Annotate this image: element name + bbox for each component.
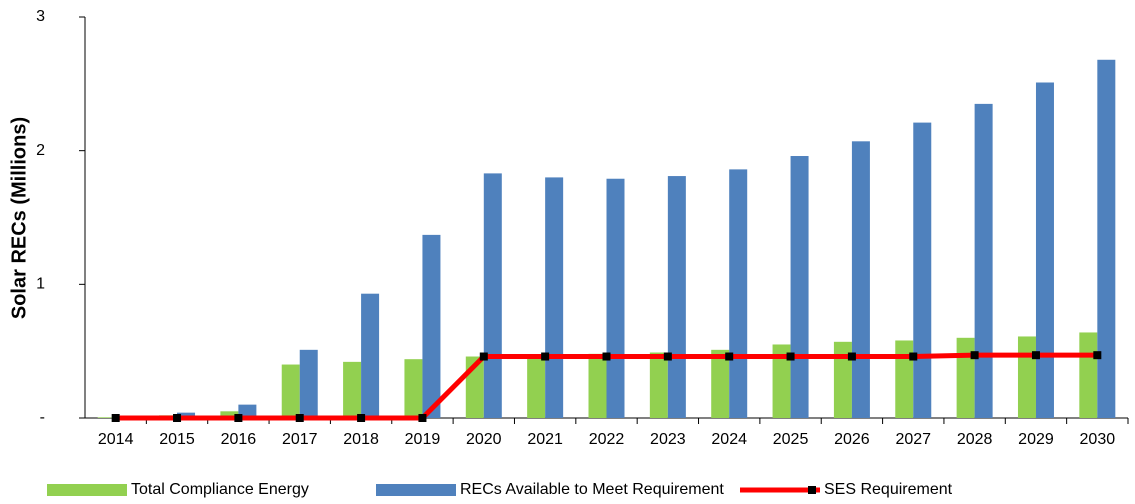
marker [111,414,120,422]
x-tick-label: 2024 [711,431,747,448]
marker [357,414,366,422]
x-tick-label: 2023 [650,431,686,448]
bar [404,359,423,418]
marker [786,352,795,361]
bar [833,341,852,418]
marker [1031,351,1040,360]
x-tick-label: 2018 [343,431,379,448]
bar [711,349,730,418]
legend-label: SES Requirement [824,481,953,498]
marker [234,414,243,422]
bar [588,353,607,418]
y-axis-title: Solar RECs (Millions) [8,117,30,319]
bar [790,156,809,418]
marker [173,414,182,422]
x-tick-label: 2021 [527,431,563,448]
legend-swatch [47,484,127,496]
x-tick-label: 2030 [1080,431,1116,448]
marker [418,414,427,422]
bar [1097,59,1116,418]
y-tick-label: 1 [36,276,45,293]
bar [238,404,257,418]
bar [361,293,380,418]
bar [343,361,362,418]
bar [772,344,791,418]
bar [422,234,441,418]
x-tick-label: 2029 [1018,431,1054,448]
x-tick-label: 2028 [957,431,993,448]
bar [851,141,870,418]
x-tick-label: 2014 [98,431,134,448]
bar [97,417,116,418]
x-tick-label: 2026 [834,431,870,448]
marker [725,352,734,361]
bar [895,340,914,418]
marker [663,352,672,361]
x-tick-label: 2015 [159,431,195,448]
marker [970,351,979,360]
bar [606,178,625,418]
bar [281,364,300,418]
legend-swatch [376,484,456,496]
y-tick-label: 2 [36,142,45,159]
bar [913,122,932,418]
y-tick-label: 3 [36,8,45,25]
marker [909,352,918,361]
bar [1017,336,1036,418]
bar [299,349,318,418]
marker [1093,351,1102,360]
bar [1079,332,1098,418]
bar [956,337,975,418]
bar [667,176,686,418]
y-tick-label: - [40,409,45,426]
bar [729,169,748,418]
bar [649,352,668,418]
marker [602,352,611,361]
legend-label: RECs Available to Meet Requirement [460,481,724,498]
bar [483,173,502,418]
x-tick-label: 2025 [773,431,809,448]
marker [479,352,488,361]
x-tick-label: 2020 [466,431,502,448]
x-tick-label: 2016 [221,431,257,448]
x-tick-label: 2027 [895,431,931,448]
marker [847,352,856,361]
marker [295,414,304,422]
bar [177,412,196,418]
bar [220,411,239,418]
x-tick-label: 2017 [282,431,318,448]
marker [541,352,550,361]
bar [527,355,546,418]
bar [1035,82,1054,418]
legend-label: Total Compliance Energy [131,481,309,498]
x-tick-label: 2019 [405,431,441,448]
x-tick-label: 2022 [589,431,625,448]
bar [545,177,564,418]
bar [974,103,993,418]
legend-marker [808,486,816,494]
